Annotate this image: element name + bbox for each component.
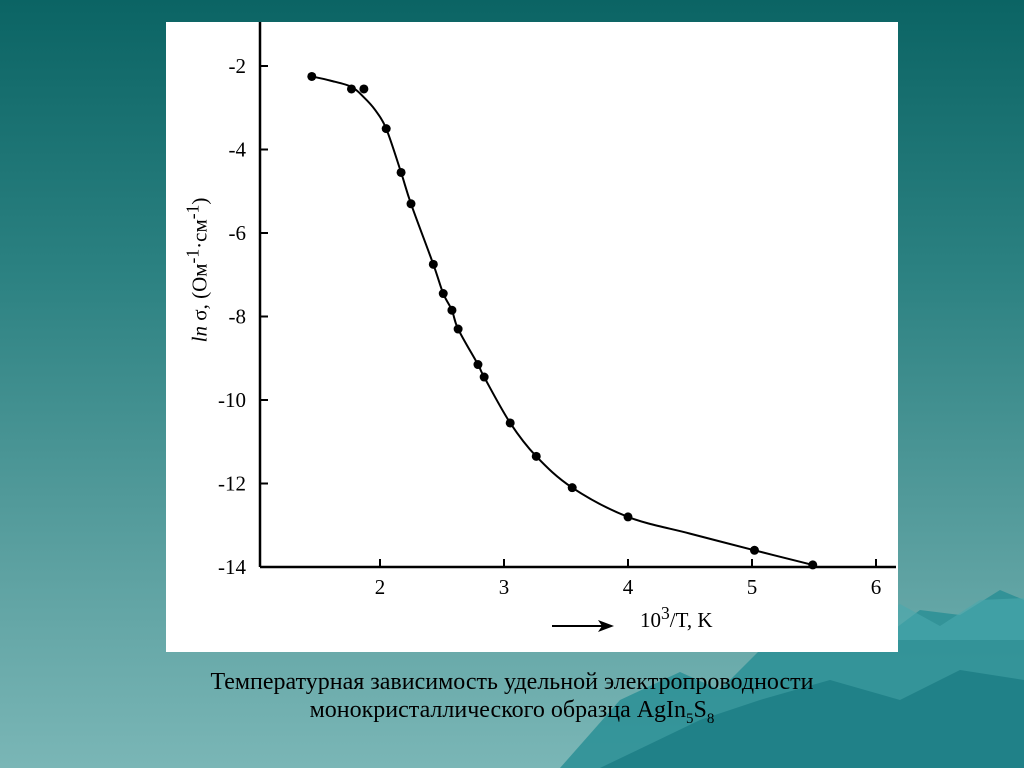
data-point	[749, 545, 759, 555]
chart-axes	[258, 22, 896, 569]
x-axis-label: 103/T, K	[640, 604, 713, 633]
x-tick-label: 6	[871, 575, 882, 599]
data-point	[567, 483, 577, 493]
caption-mid: S	[693, 697, 707, 723]
arrow-head	[598, 620, 614, 632]
y-tick-label: -14	[218, 555, 246, 579]
data-point	[623, 512, 633, 522]
y-tick-label: -8	[229, 305, 247, 329]
x-tick-label: 2	[375, 575, 386, 599]
data-point	[473, 360, 483, 370]
x-axis-arrow	[552, 620, 614, 632]
data-point	[453, 324, 463, 334]
caption-line-2: монокристаллического образца AgIn5S8	[0, 696, 1024, 727]
caption-line-1: Температурная зависимость удельной элект…	[210, 669, 814, 695]
y-label-sup2: -1	[182, 204, 203, 220]
data-point	[438, 289, 448, 299]
data-point	[346, 84, 356, 94]
y-label-sup1: -1	[182, 248, 203, 264]
x-tick-label: 3	[499, 575, 510, 599]
data-point	[531, 451, 541, 461]
x-label-sup: 3	[661, 603, 670, 623]
data-point	[808, 560, 818, 570]
y-tick-label: -12	[218, 472, 246, 496]
x-tick-label: 4	[623, 575, 634, 599]
x-tick-label: 5	[747, 575, 758, 599]
caption-sub-1: 5	[686, 710, 694, 727]
caption-sub-2: 8	[706, 710, 715, 727]
y-label-ln: ln	[187, 325, 212, 343]
data-point	[447, 305, 457, 315]
data-point	[428, 259, 438, 269]
data-point	[406, 199, 416, 209]
slide-caption: Температурная зависимость удельной элект…	[0, 668, 1024, 727]
data-point	[396, 167, 406, 177]
chart-ticks: 2 3 4 5 6 -2 -4 -6 -8 -10 -12 -14	[218, 54, 881, 599]
y-label-sep: ·см	[187, 219, 212, 249]
data-point	[505, 418, 515, 428]
x-label-base: 10	[640, 608, 661, 632]
chart-panel: 2 3 4 5 6 -2 -4 -6 -8 -10 -12 -14	[166, 22, 898, 652]
data-point	[307, 71, 317, 81]
y-tick-label: -6	[229, 221, 247, 245]
y-label-close: )	[187, 197, 212, 205]
chart-points	[307, 71, 818, 570]
data-point	[359, 84, 369, 94]
y-label-sigma: σ, (Ом	[187, 263, 212, 326]
y-tick-label: -10	[218, 388, 246, 412]
caption-line-2-prefix: монокристаллического образца AgIn	[309, 697, 687, 723]
x-label-rest: /T, K	[669, 608, 713, 632]
chart-curve	[311, 75, 814, 566]
series-line	[311, 75, 814, 566]
y-tick-label: -2	[229, 54, 247, 78]
data-point	[479, 372, 489, 382]
data-point	[381, 124, 391, 134]
y-tick-label: -4	[229, 138, 247, 162]
chart-svg: 2 3 4 5 6 -2 -4 -6 -8 -10 -12 -14	[218, 22, 896, 632]
